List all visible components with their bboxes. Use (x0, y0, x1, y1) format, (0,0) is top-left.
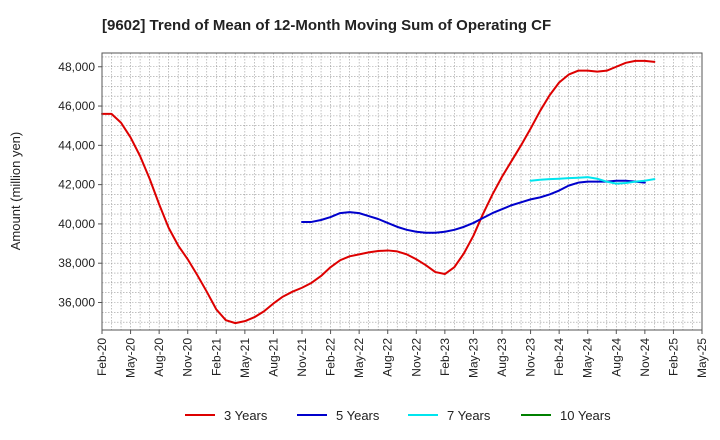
x-tick-label: Feb-20 (95, 338, 109, 376)
series-layer (101, 59, 656, 325)
x-tick-label: Nov-21 (295, 338, 309, 377)
y-tick-label: 36,000 (58, 295, 95, 309)
x-tick-label: Feb-22 (324, 338, 338, 376)
x-tick-label: Nov-23 (524, 338, 538, 377)
x-tick-label: Aug-21 (266, 338, 280, 377)
y-tick-label: 42,000 (58, 178, 95, 192)
y-tick-label: 40,000 (58, 217, 95, 231)
x-tick-label: Nov-20 (181, 338, 195, 377)
legend-label: 3 Years (224, 408, 268, 423)
grid-lines (101, 53, 703, 330)
chart-title: [9602] Trend of Mean of 12-Month Moving … (102, 17, 551, 34)
legend: 3 Years 5 Years 7 Years 10 Years (185, 408, 611, 423)
x-tick-label: Aug-24 (609, 338, 623, 377)
x-tick-label: Aug-20 (152, 338, 166, 377)
x-tick-label: Feb-23 (438, 338, 452, 376)
plot-border (101, 52, 703, 331)
y-axis-ticks: 36,000 38,000 40,000 42,000 44,000 46,000 48,0… (58, 60, 102, 309)
plot-frame (101, 52, 703, 331)
legend-label: 10 Years (560, 408, 611, 423)
legend-label: 5 Years (336, 408, 380, 423)
x-tick-label: May-24 (581, 338, 595, 378)
y-tick-label: 46,000 (58, 99, 95, 113)
series-line-3-years (101, 59, 656, 325)
y-axis-title: Amount (million yen) (8, 132, 23, 251)
y-tick-label: 44,000 (58, 138, 95, 152)
x-tick-label: May-21 (238, 338, 252, 378)
x-tick-label: May-23 (466, 338, 480, 378)
plot-area (102, 53, 702, 330)
series-line-5-years (301, 179, 646, 234)
x-tick-label: Aug-23 (495, 338, 509, 377)
x-axis-ticks: Feb-20 May-20 Aug-20 Nov-20 Feb-21 May-21 Aug-… (95, 330, 709, 378)
legend-label: 7 Years (447, 408, 491, 423)
x-tick-label: Feb-24 (552, 338, 566, 376)
x-tick-label: Feb-21 (209, 338, 223, 376)
x-tick-label: Nov-22 (409, 338, 423, 377)
x-tick-label: May-20 (124, 338, 138, 378)
x-tick-label: Feb-25 (666, 338, 680, 376)
series-line-7-years (529, 176, 656, 185)
x-tick-label: Nov-24 (638, 338, 652, 377)
x-tick-label: May-22 (352, 338, 366, 378)
y-tick-label: 48,000 (58, 60, 95, 74)
plot-background (102, 53, 702, 330)
y-tick-label: 38,000 (58, 256, 95, 270)
x-tick-label: Aug-22 (381, 338, 395, 377)
x-tick-label: May-25 (695, 338, 709, 378)
